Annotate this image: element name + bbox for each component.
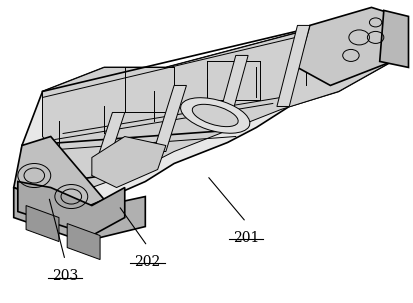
- Polygon shape: [43, 16, 391, 191]
- Polygon shape: [379, 10, 408, 68]
- Polygon shape: [14, 188, 145, 241]
- Polygon shape: [67, 224, 100, 260]
- Polygon shape: [14, 136, 104, 211]
- Text: 201: 201: [233, 231, 259, 245]
- Text: 203: 203: [52, 269, 78, 283]
- Polygon shape: [26, 205, 59, 241]
- Ellipse shape: [192, 104, 237, 127]
- Polygon shape: [297, 7, 399, 85]
- Polygon shape: [276, 25, 309, 106]
- Text: 202: 202: [134, 255, 160, 269]
- Polygon shape: [92, 112, 124, 175]
- Ellipse shape: [180, 98, 249, 133]
- Polygon shape: [18, 181, 124, 235]
- Polygon shape: [215, 55, 247, 131]
- Polygon shape: [153, 85, 186, 152]
- Polygon shape: [18, 16, 391, 211]
- Polygon shape: [92, 136, 166, 188]
